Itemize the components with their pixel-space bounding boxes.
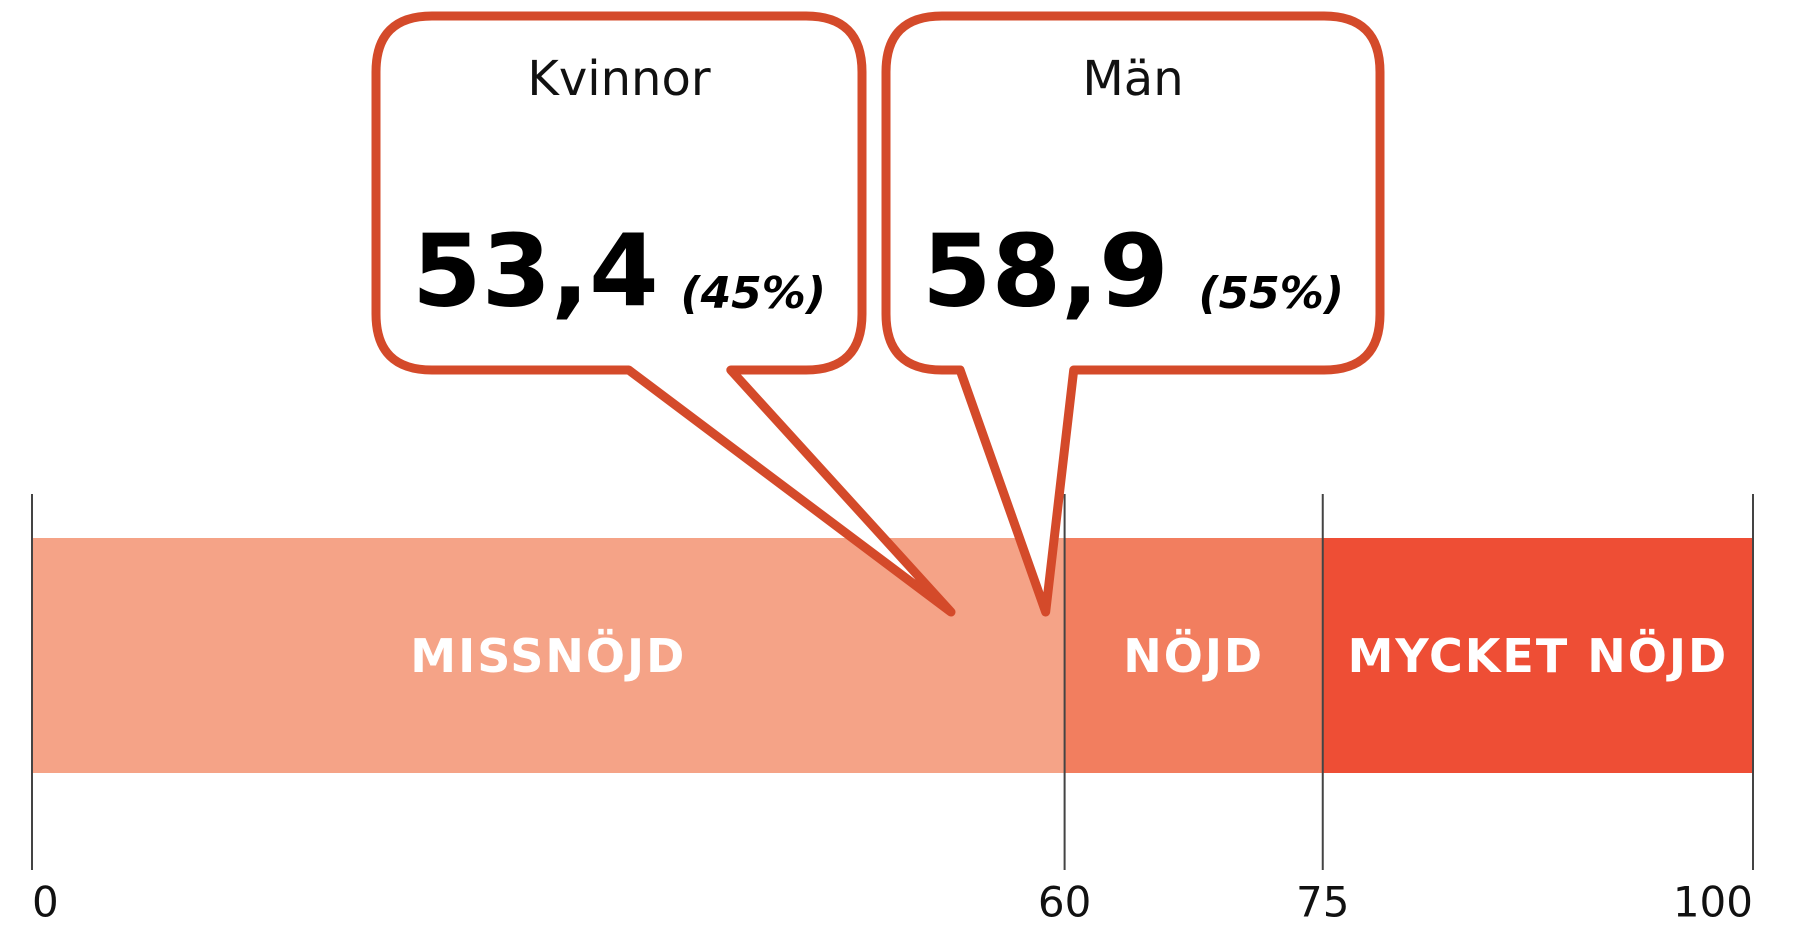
segment-label: MYCKET NÖJD: [1348, 629, 1729, 683]
marker-value: 58,9: [922, 212, 1169, 329]
tick-label: 100: [1673, 878, 1753, 927]
segment: [1064, 538, 1323, 773]
segment: [32, 538, 1065, 773]
marker-name: Män: [1082, 51, 1183, 107]
marker-name: Kvinnor: [527, 51, 710, 107]
callout: [371, 11, 956, 617]
tick-label: 0: [32, 878, 59, 927]
tick-label: 75: [1296, 878, 1349, 927]
marker-share: (45%): [680, 268, 826, 319]
tick-label: 60: [1038, 878, 1091, 927]
marker-value: 53,4: [412, 212, 659, 329]
callout: [881, 11, 1385, 617]
marker-share: (55%): [1198, 268, 1344, 319]
segment: [1322, 538, 1753, 773]
segment-label: NÖJD: [1123, 629, 1264, 683]
segment-label: MISSNÖJD: [410, 629, 686, 683]
